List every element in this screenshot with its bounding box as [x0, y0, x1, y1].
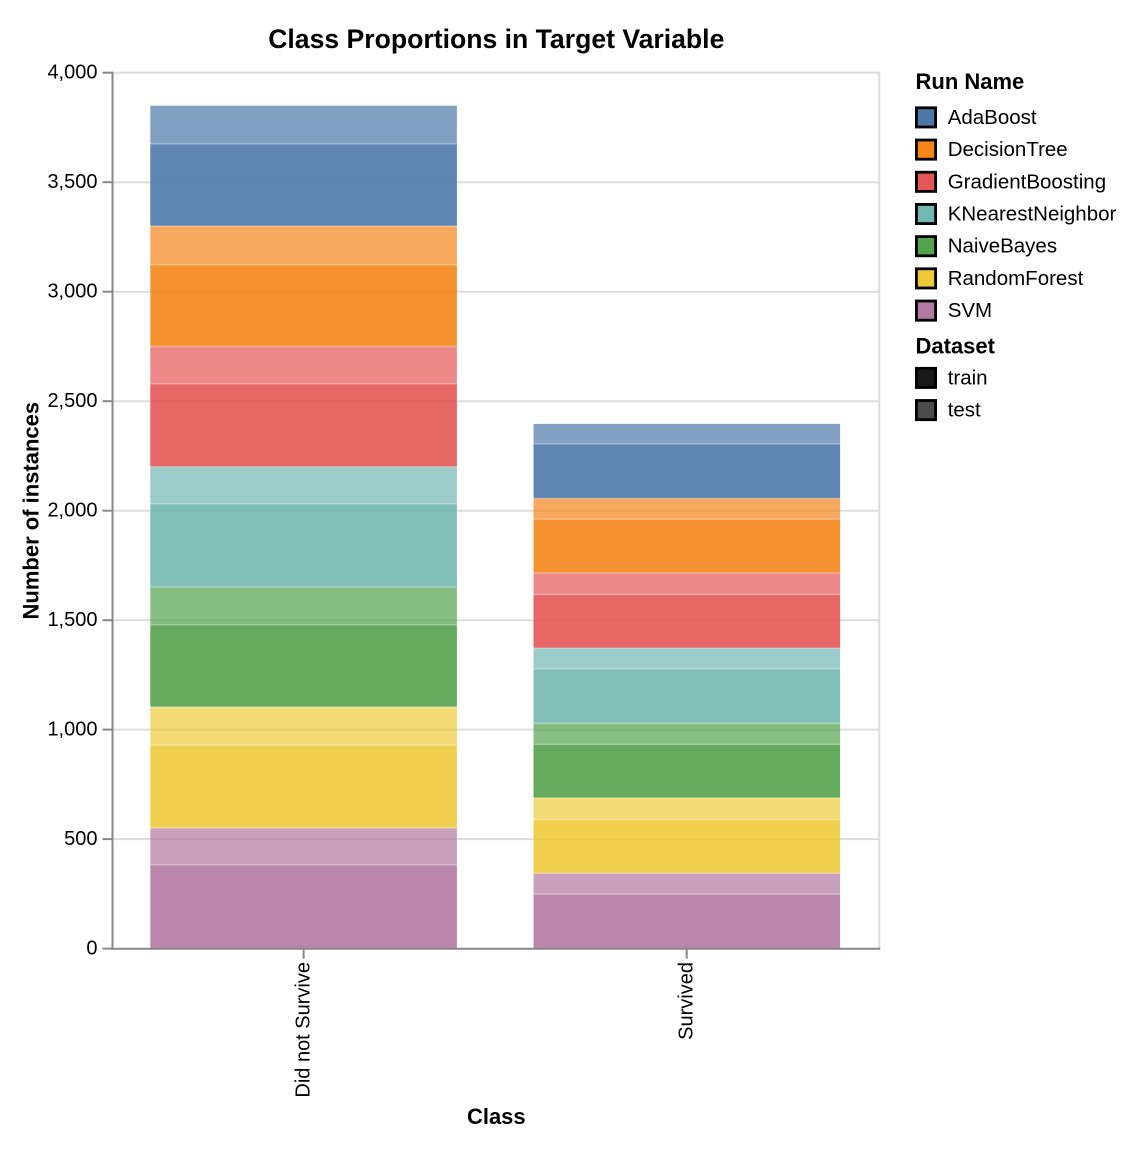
svg-text:DecisionTree: DecisionTree — [948, 138, 1068, 161]
svg-text:GradientBoosting: GradientBoosting — [948, 170, 1106, 193]
svg-text:Dataset: Dataset — [916, 334, 996, 359]
svg-text:2,500: 2,500 — [47, 390, 97, 412]
svg-text:Did not Survive: Did not Survive — [293, 962, 315, 1098]
svg-text:Class Proportions in Target Va: Class Proportions in Target Variable — [268, 24, 724, 54]
svg-text:SVM: SVM — [948, 299, 992, 322]
svg-text:1,500: 1,500 — [47, 609, 97, 631]
svg-text:Class: Class — [467, 1104, 526, 1129]
svg-text:train: train — [948, 366, 988, 389]
svg-text:3,000: 3,000 — [47, 281, 97, 303]
svg-text:NaiveBayes: NaiveBayes — [948, 235, 1057, 258]
svg-text:3,500: 3,500 — [47, 171, 97, 193]
svg-text:test: test — [948, 399, 981, 422]
svg-text:0: 0 — [86, 938, 97, 960]
svg-text:AdaBoost: AdaBoost — [948, 106, 1037, 129]
svg-text:4,000: 4,000 — [47, 62, 97, 84]
svg-text:Run Name: Run Name — [916, 69, 1025, 94]
svg-text:500: 500 — [64, 828, 97, 850]
svg-text:Survived: Survived — [676, 962, 698, 1040]
svg-text:RandomForest: RandomForest — [948, 267, 1084, 290]
svg-text:2,000: 2,000 — [47, 500, 97, 522]
svg-text:1,000: 1,000 — [47, 719, 97, 741]
svg-text:Number of instances: Number of instances — [18, 402, 43, 620]
svg-text:KNearestNeighbor: KNearestNeighbor — [948, 203, 1117, 226]
